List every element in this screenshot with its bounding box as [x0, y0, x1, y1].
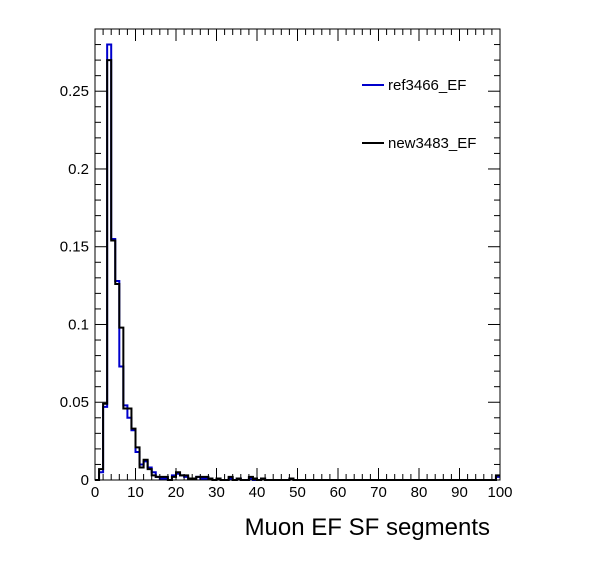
x-tick-label: 50 [289, 484, 306, 501]
x-tick-label: 100 [487, 484, 512, 501]
legend-label-new: new3483_EF [388, 135, 476, 152]
y-tick-label: 0.2 [68, 161, 89, 178]
x-tick-label: 80 [411, 484, 428, 501]
x-tick-label: 90 [451, 484, 468, 501]
legend: ref3466_EF new3483_EF [352, 62, 482, 172]
y-tick-label: 0.15 [60, 239, 89, 256]
legend-box [352, 62, 482, 172]
x-axis-title: Muon EF SF segments [245, 514, 490, 541]
y-tick-label: 0.25 [60, 83, 89, 100]
y-tick-label: 0.05 [60, 394, 89, 411]
y-tick-label: 0.1 [68, 316, 89, 333]
x-tick-label: 40 [249, 484, 266, 501]
x-tick-label: 60 [330, 484, 347, 501]
x-tick-label: 30 [208, 484, 225, 501]
x-tick-label: 0 [91, 484, 99, 501]
legend-label-ref: ref3466_EF [388, 77, 466, 94]
x-tick-label: 10 [127, 484, 144, 501]
x-tick-label: 20 [168, 484, 185, 501]
x-tick-label: 70 [370, 484, 387, 501]
tick-layer: 0 10 20 30 40 50 60 70 80 90 100 0 0.05 0.1 0.15 0.2 0.2… [60, 28, 513, 501]
y-tick-label: 0 [81, 472, 89, 489]
